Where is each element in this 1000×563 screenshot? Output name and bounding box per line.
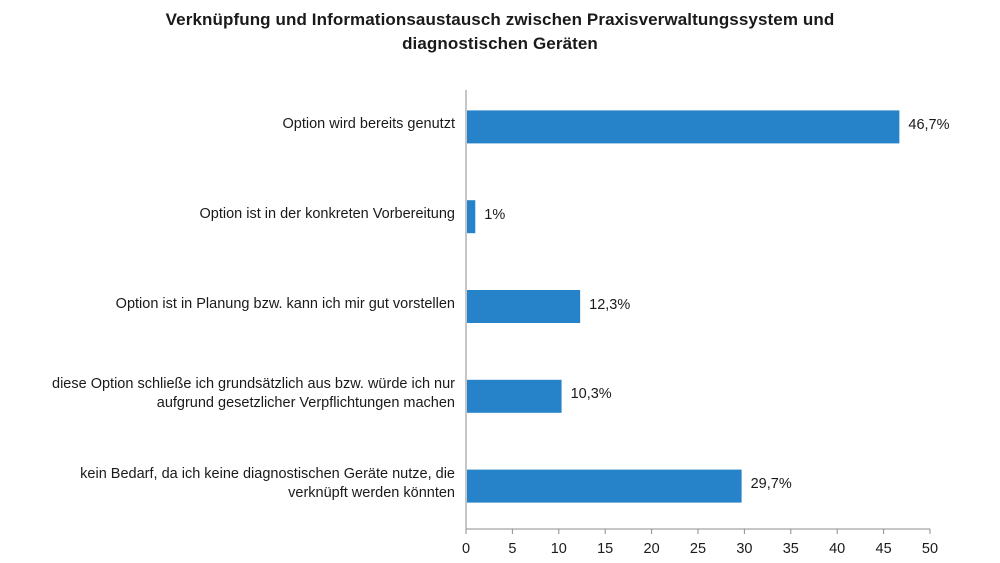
- x-tick-label: 50: [921, 541, 939, 557]
- chart-title-line-1: Verknüpfung und Informationsaustausch zw…: [165, 10, 835, 29]
- bar: [467, 469, 742, 503]
- category-label-line: Option ist in der konkreten Vorbereitung: [199, 206, 455, 223]
- data-label: 29,7%: [750, 476, 792, 493]
- category-label-line: verknüpft werden könnten: [288, 485, 455, 502]
- category-label: Option ist in Planung bzw. kann ich mir …: [15, 295, 455, 314]
- x-tick-label: 45: [875, 541, 892, 557]
- x-tick-label: 0: [461, 541, 471, 557]
- x-tick-label: 5: [508, 541, 517, 557]
- x-tick-label: 25: [689, 541, 707, 557]
- x-tick-label: 15: [597, 541, 614, 557]
- bar: [467, 200, 476, 234]
- chart-title-line-2: diagnostischen Geräten: [402, 34, 598, 53]
- category-label-line: Option ist in Planung bzw. kann ich mir …: [115, 296, 455, 312]
- x-tick-label: 30: [736, 541, 753, 557]
- data-label: 46,7%: [908, 116, 950, 133]
- bar: [467, 290, 581, 323]
- category-label-line: diese Option schließe ich grundsätzlich …: [52, 376, 455, 393]
- data-label: 1%: [484, 206, 506, 223]
- x-tick-label: 10: [550, 541, 567, 557]
- bar: [467, 379, 562, 413]
- category-label-line: aufgrund gesetzlicher Verpflichtungen ma…: [156, 395, 455, 412]
- x-tick-label: 20: [643, 541, 660, 557]
- category-label: Option ist in der konkreten Vorbereitung: [15, 205, 455, 224]
- category-label: diese Option schließe ich grundsätzlich …: [15, 375, 455, 413]
- x-tick-label: 35: [782, 541, 799, 557]
- category-label-line: kein Bedarf, da ich keine diagnostischen…: [80, 466, 455, 483]
- x-tick-label: 40: [829, 541, 846, 557]
- category-label: Option wird bereits genutzt: [15, 115, 455, 134]
- bar: [467, 110, 900, 144]
- category-label: kein Bedarf, da ich keine diagnostischen…: [15, 465, 455, 503]
- data-label: 12,3%: [589, 296, 631, 313]
- category-label-line: Option wird bereits genutzt: [282, 116, 455, 133]
- data-label: 10,3%: [570, 386, 612, 403]
